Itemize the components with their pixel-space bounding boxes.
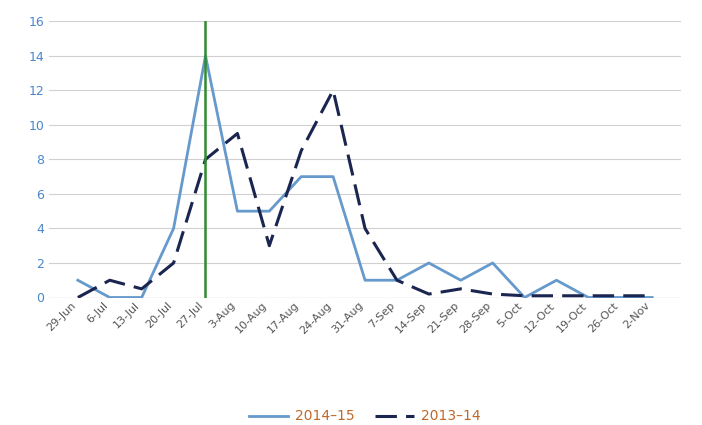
2014–15 [520,295,529,300]
Line: 2013–14: 2013–14 [78,91,652,298]
2013–14 [169,261,178,266]
2014–15 [201,53,210,58]
2013–14 [456,286,465,292]
2014–15 [74,278,82,283]
2014–15 [616,295,625,300]
2014–15 [297,174,305,179]
2013–14 [105,278,114,283]
2013–14 [425,292,433,297]
2014–15 [361,278,369,283]
2014–15 [265,209,274,214]
2013–14 [361,226,369,231]
2014–15 [425,261,433,266]
2014–15 [456,278,465,283]
Line: 2014–15: 2014–15 [78,56,652,298]
2013–14 [616,293,625,298]
2014–15 [489,261,497,266]
2014–15 [584,295,592,300]
2013–14 [138,286,146,292]
2013–14 [489,292,497,297]
2014–15 [105,295,114,300]
2014–15 [138,295,146,300]
Legend: 2014–15, 2013–14: 2014–15, 2013–14 [244,404,486,425]
2014–15 [169,226,178,231]
2013–14 [584,293,592,298]
2013–14 [648,293,656,298]
2013–14 [297,148,305,153]
2013–14 [233,131,241,136]
2014–15 [552,278,561,283]
2014–15 [392,278,401,283]
2014–15 [648,295,656,300]
2013–14 [265,243,274,248]
2014–15 [329,174,338,179]
2013–14 [74,295,82,300]
2014–15 [233,209,241,214]
2013–14 [392,278,401,283]
2013–14 [329,88,338,93]
2013–14 [201,157,210,162]
2013–14 [552,293,561,298]
2013–14 [520,293,529,298]
